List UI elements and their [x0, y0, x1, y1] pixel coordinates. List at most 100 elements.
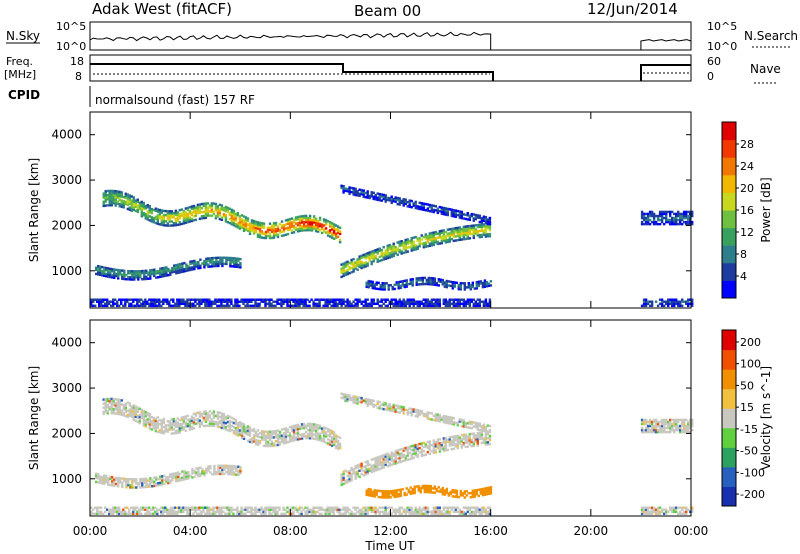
heatmap-cell: [409, 486, 412, 489]
heatmap-cell: [181, 268, 184, 271]
heatmap-cell: [441, 488, 444, 492]
heatmap-cell: [264, 438, 268, 442]
heatmap-cell: [274, 433, 278, 437]
heatmap-cell: [482, 219, 486, 223]
heatmap-cell: [380, 259, 383, 262]
heatmap-cell: [658, 430, 662, 434]
heatmap-cell: [458, 298, 461, 301]
heatmap-cell: [288, 220, 292, 223]
heatmap-cell: [403, 493, 406, 497]
heatmap-cell: [452, 443, 455, 446]
heatmap-cell: [141, 271, 144, 275]
heatmap-cell: [685, 424, 688, 428]
heatmap-cell: [308, 300, 311, 303]
heatmap-cell: [396, 198, 399, 202]
heatmap-cell: [112, 189, 115, 193]
heatmap-cell: [98, 302, 101, 306]
heatmap-cell: [366, 462, 369, 465]
heatmap-cell: [254, 440, 258, 444]
heatmap-cell: [448, 298, 451, 301]
freq-bottom-tick: 8: [75, 70, 82, 83]
heatmap-cell: [406, 409, 409, 412]
heatmap-cell: [262, 226, 266, 229]
heatmap-cell: [488, 436, 492, 440]
heatmap-cell: [154, 421, 157, 425]
heatmap-cell: [143, 275, 146, 279]
heatmap-cell: [232, 224, 236, 227]
heatmap-cell: [488, 304, 492, 308]
heatmap-cell: [488, 434, 492, 438]
heatmap-cell: [99, 267, 102, 270]
heatmap-cell: [400, 240, 403, 243]
heatmap-cell: [405, 281, 408, 284]
heatmap-cell: [368, 467, 371, 470]
heatmap-cell: [472, 298, 475, 301]
heatmap-cell: [152, 221, 155, 224]
heatmap-cell: [486, 443, 490, 446]
heatmap-cell: [254, 512, 257, 516]
heatmap-cell: [380, 250, 383, 254]
heatmap-cell: [322, 230, 326, 233]
heatmap-cell: [446, 209, 449, 213]
heatmap-cell: [448, 444, 451, 447]
heatmap-cell: [188, 418, 192, 421]
heatmap-cell: [232, 217, 236, 221]
heatmap-cell: [472, 444, 475, 448]
heatmap-cell: [124, 302, 127, 306]
heatmap-cell: [462, 421, 465, 424]
heatmap-cell: [488, 438, 492, 442]
heatmap-cell: [178, 427, 181, 430]
heatmap-cell: [679, 218, 682, 222]
heatmap-cell: [420, 302, 423, 306]
heatmap-cell: [280, 220, 284, 223]
heatmap-cell: [663, 304, 666, 308]
heatmap-cell: [316, 428, 320, 431]
heatmap-cell: [665, 218, 668, 222]
heatmap-cell: [454, 209, 457, 212]
heatmap-cell: [400, 456, 403, 459]
heatmap-cell: [270, 440, 274, 444]
heatmap-cell: [184, 429, 188, 432]
heatmap-cell: [140, 200, 143, 204]
heatmap-cell: [412, 300, 415, 303]
heatmap-cell: [154, 207, 157, 210]
heatmap-cell: [691, 428, 694, 432]
freq-label-line2: [MHz]: [4, 68, 36, 81]
heatmap-cell: [374, 194, 377, 197]
heatmap-cell: [463, 492, 466, 495]
heatmap-cell: [663, 424, 666, 428]
heatmap-cell: [181, 476, 184, 479]
heatmap-cell: [210, 422, 214, 425]
heatmap-cell: [376, 468, 379, 471]
heatmap-cell: [459, 490, 462, 493]
heatmap-cell: [667, 420, 670, 424]
heatmap-cell: [136, 204, 139, 208]
heatmap-cell: [462, 304, 465, 308]
heatmap-cell: [419, 278, 422, 282]
heatmap-cell: [136, 512, 139, 516]
heatmap-cell: [440, 237, 443, 241]
heatmap-cell: [356, 402, 359, 405]
heatmap-cell: [366, 190, 369, 193]
heatmap-cell: [483, 279, 487, 282]
heatmap-cell: [163, 274, 166, 278]
heatmap-cell: [232, 512, 235, 516]
heatmap-cell: [478, 300, 481, 303]
heatmap-cell: [101, 270, 104, 273]
heatmap-cell: [306, 226, 310, 230]
heatmap-cell: [409, 282, 412, 285]
heatmap-cell: [190, 508, 193, 511]
heatmap-cell: [186, 208, 190, 212]
heatmap-cell: [324, 512, 327, 516]
heatmap-cell: [687, 216, 690, 220]
heatmap-cell: [312, 425, 316, 428]
heatmap-cell: [475, 489, 478, 492]
heatmap-cell: [456, 421, 459, 425]
heatmap-cell: [466, 229, 469, 232]
heatmap-cell: [370, 298, 373, 301]
heatmap-cell: [360, 399, 363, 402]
heatmap-cell: [141, 278, 144, 281]
heatmap-cell: [124, 510, 127, 514]
heatmap-cell: [114, 204, 117, 207]
